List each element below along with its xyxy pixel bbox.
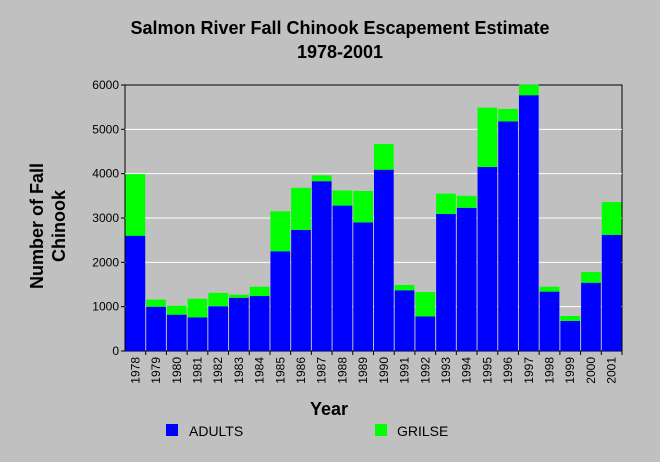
bar-grilse-1995 <box>477 107 498 168</box>
bar-adults-1990 <box>374 169 394 351</box>
legend-swatch-grilse <box>375 424 387 436</box>
x-tick-label: 1994 <box>460 357 474 384</box>
x-tick-label: 1982 <box>211 357 225 384</box>
bar-grilse-1994 <box>456 195 477 208</box>
bar-grilse-1999 <box>560 315 581 321</box>
chart-title-line1: Salmon River Fall Chinook Escapement Est… <box>130 18 549 38</box>
x-tick-label: 1989 <box>356 357 370 384</box>
x-tick-label: 1990 <box>377 357 391 384</box>
bar-adults-1986 <box>291 229 311 351</box>
y-tick-label: 5000 <box>92 122 119 136</box>
x-tick-label: 1983 <box>232 357 246 384</box>
x-tick-label: 1979 <box>149 357 163 384</box>
bar-grilse-2001 <box>601 202 622 235</box>
x-tick-label: 1981 <box>190 357 204 384</box>
bar-adults-1981 <box>187 317 208 351</box>
bar-grilse-1996 <box>498 108 518 122</box>
bar-adults-1989 <box>353 222 373 351</box>
x-tick-label: 1980 <box>170 357 184 384</box>
bar-adults-1992 <box>415 316 436 351</box>
bar-grilse-1990 <box>374 143 394 170</box>
bar-grilse-1986 <box>291 187 311 230</box>
bar-adults-1983 <box>229 297 249 351</box>
legend-swatch-adults <box>166 424 178 436</box>
legend: ADULTS GRILSE <box>166 423 448 439</box>
x-tick-label: 1997 <box>522 357 536 384</box>
bar-adults-1994 <box>456 207 477 351</box>
bar-adults-1993 <box>436 214 456 351</box>
bar-adults-1997 <box>518 95 539 352</box>
y-tick-label: 2000 <box>92 255 119 269</box>
bar-adults-1985 <box>270 251 291 351</box>
bar-adults-1996 <box>498 121 518 351</box>
bar-adults-1991 <box>394 290 415 351</box>
bar-grilse-1987 <box>311 175 332 182</box>
y-axis-title-line1: Number of Fall <box>27 163 47 289</box>
bar-adults-1978 <box>125 235 146 351</box>
bar-grilse-1984 <box>249 286 270 297</box>
bar-adults-1984 <box>249 296 270 351</box>
x-tick-label: 1991 <box>398 357 412 384</box>
legend-label-adults: ADULTS <box>189 423 243 439</box>
bar-adults-1999 <box>560 320 581 351</box>
bar-grilse-1988 <box>332 190 353 206</box>
x-tick-labels: 1978 1979 1980 1981 1982 1983 1984 1985 1986 1987… <box>128 351 623 384</box>
legend-label-grilse: GRILSE <box>397 423 448 439</box>
x-tick-label: 1999 <box>563 357 577 384</box>
x-tick-label: 1993 <box>439 357 453 384</box>
bar-adults-1988 <box>332 205 353 351</box>
y-tick-label: 6000 <box>92 78 119 92</box>
bar-grilse-1982 <box>208 292 229 307</box>
bar-grilse-1978 <box>125 174 146 236</box>
bar-adults-1998 <box>539 291 560 351</box>
x-tick-label: 1995 <box>480 357 494 384</box>
bars <box>125 84 622 352</box>
y-tick-label: 3000 <box>92 211 119 225</box>
bar-adults-1987 <box>311 181 332 351</box>
y-tick-label: 4000 <box>92 167 119 181</box>
bar-adults-1995 <box>477 167 498 351</box>
bar-grilse-1985 <box>270 211 291 252</box>
y-tick-label: 1000 <box>92 300 119 314</box>
bar-grilse-1991 <box>394 284 415 291</box>
x-tick-label: 1984 <box>253 357 267 384</box>
bar-adults-2001 <box>601 234 622 351</box>
bar-grilse-1997 <box>518 84 539 96</box>
bar-adults-2000 <box>581 282 601 351</box>
bar-grilse-1981 <box>187 298 208 318</box>
bar-adults-1980 <box>166 314 187 351</box>
y-tick-labels: 0 1000 2000 3000 4000 5000 6000 <box>92 78 119 358</box>
bar-adults-1982 <box>208 306 229 351</box>
bar-grilse-1983 <box>229 294 249 298</box>
x-tick-label: 1992 <box>418 357 432 384</box>
x-tick-label: 1987 <box>315 357 329 384</box>
x-tick-label: 1978 <box>128 357 142 384</box>
x-tick-label: 1985 <box>273 357 287 384</box>
x-tick-label: 1998 <box>543 357 557 384</box>
x-tick-label: 1996 <box>501 357 515 384</box>
gridlines <box>121 84 622 352</box>
bar-grilse-1992 <box>415 292 436 317</box>
x-tick-label: 1986 <box>294 357 308 384</box>
y-axis-title-line2: Chinook <box>49 189 69 262</box>
x-tick-label: 2001 <box>605 357 619 384</box>
x-tick-label: 1988 <box>335 357 349 384</box>
bar-grilse-2000 <box>581 272 601 283</box>
x-tick-label: 2000 <box>584 357 598 384</box>
bar-grilse-1979 <box>146 299 166 307</box>
bar-grilse-1980 <box>166 305 187 315</box>
bar-adults-1979 <box>146 306 166 351</box>
y-tick-label: 0 <box>112 344 119 358</box>
bar-grilse-1989 <box>353 190 373 223</box>
x-axis-title: Year <box>310 399 348 419</box>
bar-grilse-1993 <box>436 193 456 215</box>
bar-grilse-1998 <box>539 286 560 292</box>
chart-title-line2: 1978-2001 <box>297 42 383 62</box>
